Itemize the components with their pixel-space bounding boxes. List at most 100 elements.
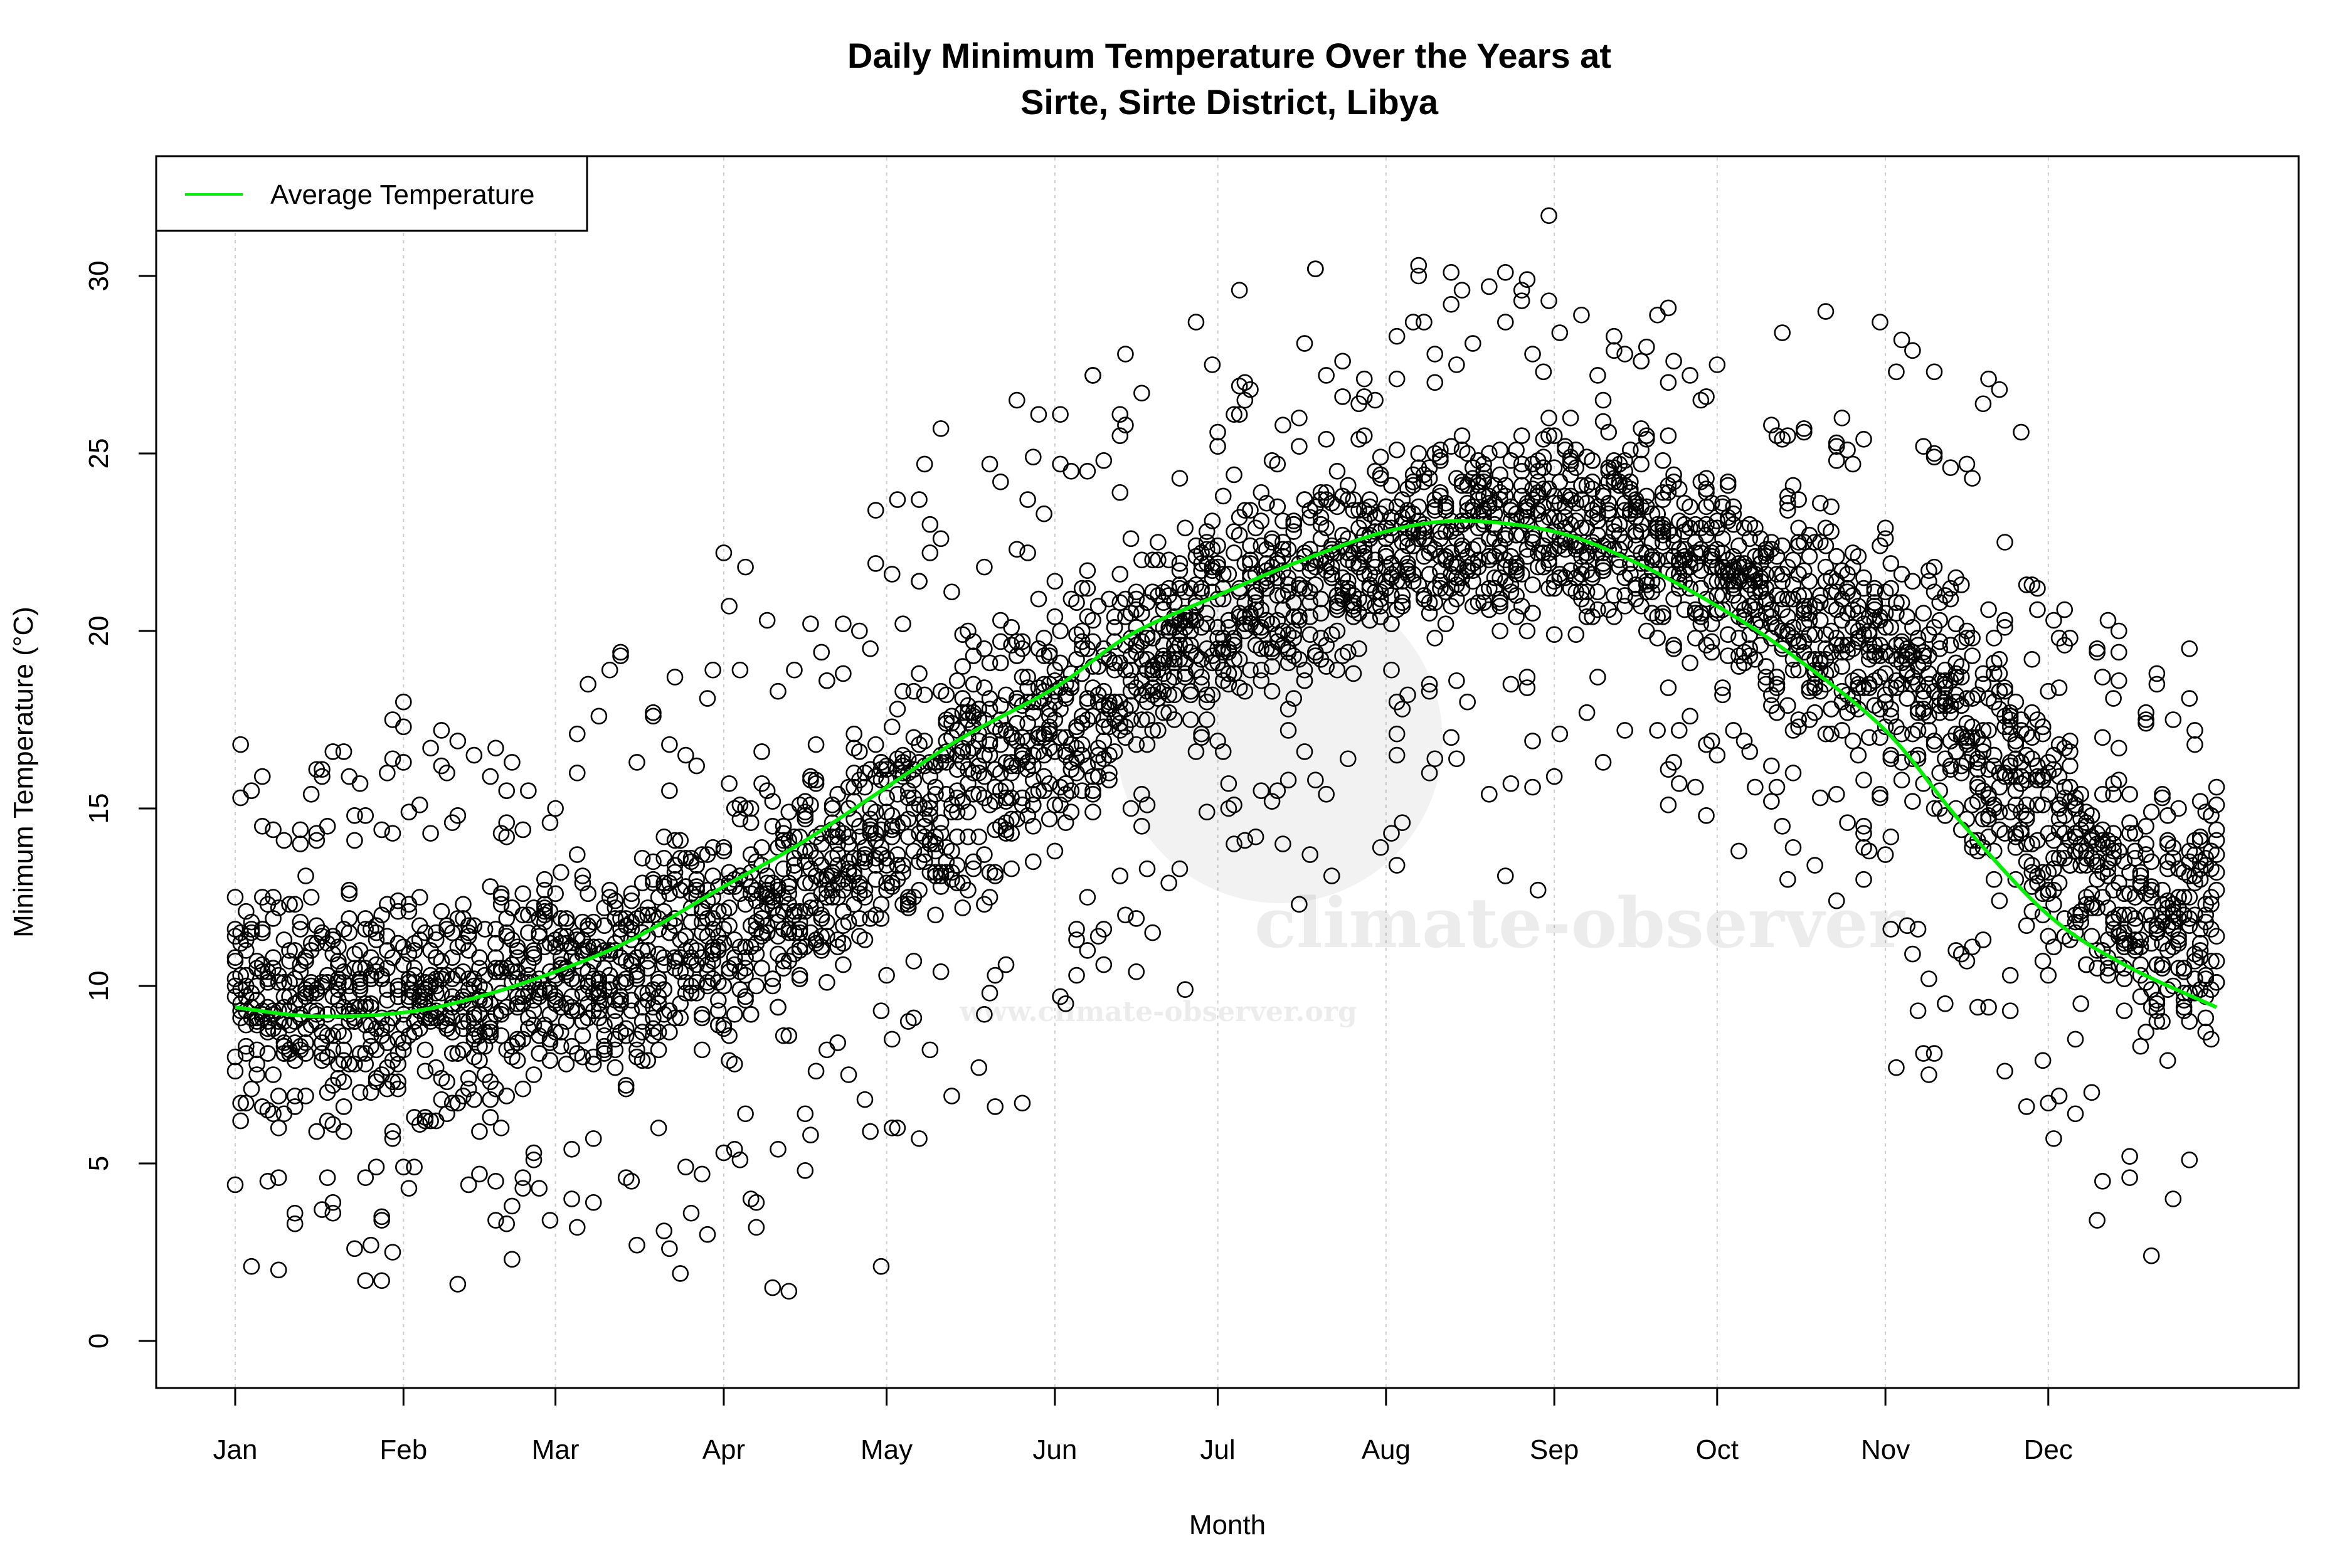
data-point [1665,590,1682,608]
data-point [504,754,521,771]
data-point [1665,526,1682,544]
data-point [1079,690,1096,707]
data-point [443,970,461,987]
data-point [1171,562,1189,580]
data-point [1844,558,1862,576]
data-point [1226,797,1242,813]
data-point [1269,587,1286,604]
data-point [1226,523,1242,540]
data-point [1448,590,1465,608]
data-point [1682,498,1698,516]
data-point [1899,917,1916,935]
data-point [1388,442,1406,458]
data-point [1214,743,1232,760]
data-point [1443,438,1460,455]
data-point [1269,455,1286,473]
data-point [433,722,450,739]
data-point [645,874,662,892]
data-point [2143,935,2160,952]
data-point [2164,1190,2182,1207]
data-point [633,1024,651,1041]
data-point [1915,1045,1932,1062]
data-point [1823,523,1840,540]
data-point [2208,881,2225,899]
data-point [1009,810,1025,828]
data-point [346,945,363,963]
data-point [2034,718,2052,736]
data-point [872,1002,890,1019]
data-point [2154,786,2171,803]
legend: Average Temperature [155,155,588,232]
data-point [1443,729,1460,746]
data-point [1383,661,1400,679]
data-point [1193,650,1210,668]
data-point [1991,650,2008,668]
data-point [2154,1013,2171,1030]
data-point [1513,282,1530,299]
data-point [1041,810,1058,828]
data-point [1253,661,1270,679]
data-point [384,1130,401,1147]
data-point [2175,1002,2193,1019]
data-point [1958,455,1976,473]
data-point [319,1169,336,1186]
data-point [997,778,1015,796]
data-point [1432,484,1449,501]
data-point [2121,864,2138,881]
data-point [1513,477,1530,494]
data-point [346,832,363,849]
data-point [416,1041,434,1059]
data-point [2197,906,2215,924]
data-point [1518,548,1536,565]
data-point [1850,598,1867,615]
data-point [265,1105,282,1123]
data-point [1964,797,1981,813]
data-point [400,903,418,920]
data-point [1345,502,1362,519]
data-point [389,1080,406,1098]
data-point [666,864,684,881]
data-point [443,1024,461,1041]
data-point [1177,519,1194,537]
data-point [427,1059,445,1076]
data-point [835,615,852,632]
data-point [1301,846,1318,863]
data-point [1361,491,1379,508]
data-point [1947,615,1964,632]
data-point [2208,846,2225,863]
data-point [1545,459,1563,476]
data-point [1111,867,1129,884]
data-point [704,839,721,856]
data-point [2072,995,2089,1012]
data-point [563,988,580,1005]
data-point [1062,462,1080,480]
data-point [872,896,890,913]
data-point [1052,701,1069,718]
data-point [547,1024,564,1041]
data-point [2094,1173,2111,1190]
y-tick-label: 15 [83,793,114,824]
data-point [1068,931,1085,948]
data-point [661,885,678,903]
data-point [1274,835,1291,852]
data-point [623,992,640,1009]
data-point [775,1027,792,1044]
data-point [1698,807,1715,824]
data-point [297,953,314,970]
data-point [585,1194,602,1211]
data-point [1741,640,1759,657]
data-point [1285,630,1303,647]
data-point [1242,381,1259,398]
data-point [1491,622,1508,640]
data-point [1855,871,1872,888]
data-point [1649,722,1666,739]
data-point [992,612,1009,629]
data-point [2013,825,2030,842]
data-point [400,803,418,820]
data-point [1774,590,1791,608]
data-point [764,977,781,995]
data-point [1150,534,1167,551]
data-point [460,917,477,935]
data-point [1996,534,2013,551]
data-point [1318,658,1335,675]
